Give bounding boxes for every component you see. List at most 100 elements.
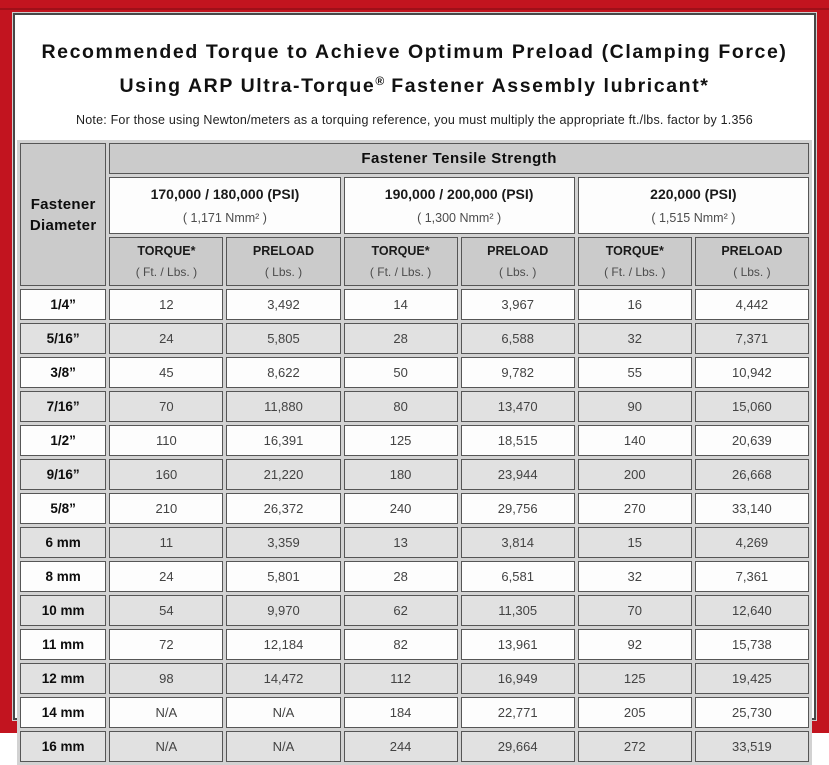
torque-value-cell: 240: [343, 493, 458, 524]
preload-value-cell: 23,944: [460, 459, 575, 490]
preload-value-cell: 10,942: [694, 357, 809, 388]
torque-value-cell: 160: [109, 459, 224, 490]
fastener-diameter-cell: 8 mm: [20, 561, 107, 592]
preload-value-cell: 26,668: [694, 459, 809, 490]
preload-value-cell: 9,782: [460, 357, 575, 388]
fastener-diameter-cell: 1/2”: [20, 425, 107, 456]
torque-unit: ( Ft. / Lbs. ): [604, 265, 666, 279]
preload-value-cell: N/A: [226, 697, 341, 728]
psi-rating: 220,000 (PSI): [650, 186, 737, 202]
preload-value-cell: 11,880: [226, 391, 341, 422]
torque-value-cell: 54: [109, 595, 224, 626]
preload-value-cell: 5,801: [226, 561, 341, 592]
torque-unit: ( Ft. / Lbs. ): [369, 265, 432, 279]
torque-label: TORQUE*: [137, 244, 196, 258]
preload-value-cell: 19,425: [694, 663, 809, 694]
torque-value-cell: 28: [343, 561, 458, 592]
table-row: 7/16” 70 11,880 80 13,470 90 15,060: [20, 391, 809, 422]
psi-group-header: 220,000 (PSI) ( 1,515 Nmm² ): [577, 177, 809, 234]
preload-unit: ( Lbs. ): [733, 265, 771, 279]
fastener-diameter-cell: 16 mm: [20, 731, 107, 762]
torque-column-header: TORQUE* ( Ft. / Lbs. ): [343, 237, 458, 286]
preload-value-cell: 4,442: [694, 289, 809, 320]
torque-value-cell: 200: [577, 459, 692, 490]
torque-value-cell: 244: [343, 731, 458, 762]
preload-unit: ( Lbs. ): [264, 265, 303, 279]
torque-value-cell: 112: [343, 663, 458, 694]
torque-value-cell: 82: [343, 629, 458, 660]
nmm-rating: ( 1,515 Nmm² ): [651, 211, 736, 225]
torque-value-cell: 80: [343, 391, 458, 422]
torque-value-cell: 24: [109, 561, 224, 592]
fastener-diameter-header: Fastener Diameter: [20, 143, 107, 286]
fastener-diameter-cell: 1/4”: [20, 289, 107, 320]
torque-value-cell: N/A: [109, 697, 224, 728]
tensile-strength-header: Fastener Tensile Strength: [109, 143, 809, 174]
torque-preload-table: Fastener Diameter Fastener Tensile Stren…: [17, 140, 812, 765]
preload-value-cell: 6,588: [460, 323, 575, 354]
table-row: 11 mm 72 12,184 82 13,961 92 15,738: [20, 629, 809, 660]
preload-value-cell: 21,220: [226, 459, 341, 490]
preload-value-cell: 13,961: [460, 629, 575, 660]
fastener-diameter-cell: 12 mm: [20, 663, 107, 694]
torque-value-cell: 98: [109, 663, 224, 694]
torque-value-cell: 205: [577, 697, 692, 728]
preload-value-cell: N/A: [226, 731, 341, 762]
torque-value-cell: 125: [577, 663, 692, 694]
table-row: 10 mm 54 9,970 62 11,305 70 12,640: [20, 595, 809, 626]
preload-value-cell: 14,472: [226, 663, 341, 694]
table-row: 14 mm N/A N/A 184 22,771 205 25,730: [20, 697, 809, 728]
table-row: 5/8” 210 26,372 240 29,756 270 33,140: [20, 493, 809, 524]
torque-value-cell: 11: [109, 527, 224, 558]
torque-value-cell: 180: [343, 459, 458, 490]
title-line1: Recommended Torque to Achieve Optimum Pr…: [41, 41, 788, 63]
registered-trademark-symbol: ®: [375, 74, 385, 88]
preload-label: PRELOAD: [252, 244, 315, 258]
preload-value-cell: 20,639: [694, 425, 809, 456]
preload-value-cell: 3,814: [460, 527, 575, 558]
preload-value-cell: 29,664: [460, 731, 575, 762]
fastener-diameter-cell: 10 mm: [20, 595, 107, 626]
preload-value-cell: 3,492: [226, 289, 341, 320]
torque-column-header: TORQUE* ( Ft. / Lbs. ): [577, 237, 692, 286]
table-row: 8 mm 24 5,801 28 6,581 32 7,361: [20, 561, 809, 592]
torque-value-cell: 32: [577, 323, 692, 354]
preload-value-cell: 3,967: [460, 289, 575, 320]
fastener-diameter-cell: 14 mm: [20, 697, 107, 728]
psi-group-header: 170,000 / 180,000 (PSI) ( 1,171 Nmm² ): [109, 177, 341, 234]
preload-value-cell: 11,305: [460, 595, 575, 626]
preload-value-cell: 4,269: [694, 527, 809, 558]
torque-value-cell: N/A: [109, 731, 224, 762]
torque-value-cell: 62: [343, 595, 458, 626]
table-row: 16 mm N/A N/A 244 29,664 272 33,519: [20, 731, 809, 762]
torque-label: TORQUE*: [605, 244, 664, 258]
preload-value-cell: 7,371: [694, 323, 809, 354]
torque-value-cell: 272: [577, 731, 692, 762]
nmm-rating: ( 1,171 Nmm² ): [182, 211, 267, 225]
torque-value-cell: 13: [343, 527, 458, 558]
torque-value-cell: 14: [343, 289, 458, 320]
preload-column-header: PRELOAD ( Lbs. ): [460, 237, 575, 286]
fastener-diameter-cell: 5/8”: [20, 493, 107, 524]
torque-unit: ( Ft. / Lbs. ): [135, 265, 198, 279]
torque-value-cell: 70: [109, 391, 224, 422]
fastener-diameter-cell: 9/16”: [20, 459, 107, 490]
torque-value-cell: 15: [577, 527, 692, 558]
preload-value-cell: 26,372: [226, 493, 341, 524]
table-row: 6 mm 11 3,359 13 3,814 15 4,269: [20, 527, 809, 558]
preload-value-cell: 15,060: [694, 391, 809, 422]
nmm-rating: ( 1,300 Nmm² ): [417, 211, 502, 225]
torque-value-cell: 92: [577, 629, 692, 660]
preload-value-cell: 15,738: [694, 629, 809, 660]
preload-value-cell: 3,359: [226, 527, 341, 558]
torque-value-cell: 210: [109, 493, 224, 524]
torque-label: TORQUE*: [371, 244, 430, 258]
preload-value-cell: 25,730: [694, 697, 809, 728]
psi-rating: 190,000 / 200,000 (PSI): [384, 186, 534, 202]
torque-value-cell: 28: [343, 323, 458, 354]
preload-label: PRELOAD: [721, 244, 783, 258]
fastener-diameter-cell: 11 mm: [20, 629, 107, 660]
preload-value-cell: 16,391: [226, 425, 341, 456]
preload-value-cell: 13,470: [460, 391, 575, 422]
